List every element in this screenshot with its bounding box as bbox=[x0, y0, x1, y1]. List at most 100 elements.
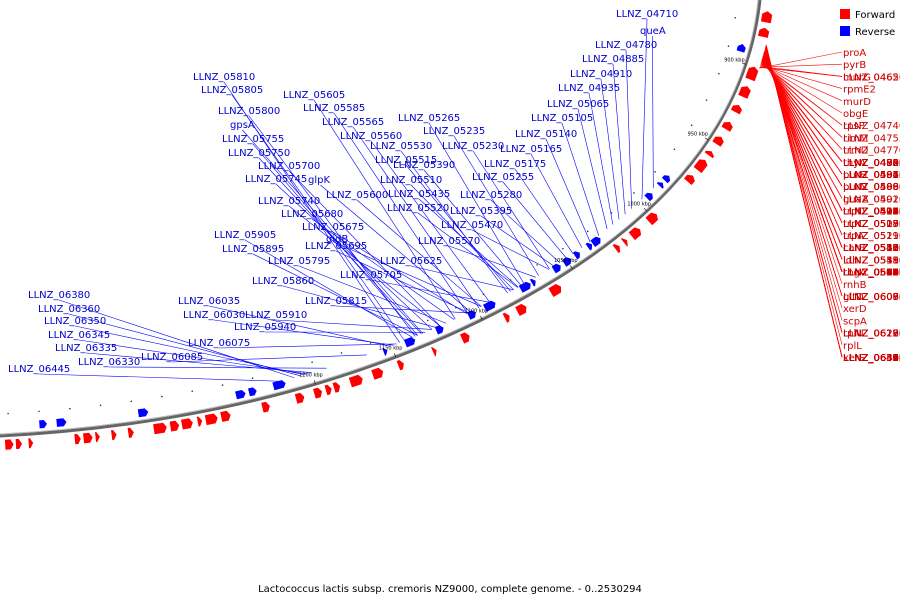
track-dot-8 bbox=[251, 377, 254, 380]
reverse-gene-label-21: LLNZ_05230 bbox=[442, 141, 504, 152]
reverse-leader-line-60 bbox=[78, 339, 308, 375]
scale-ticks: 900 kbp 950 kbp 1000 kbp 1050 kbp 1100 kbp 11… bbox=[7, 16, 746, 415]
scale-tick-1 bbox=[704, 137, 709, 141]
reverse-leader-line-29 bbox=[352, 126, 480, 308]
forward-gene-label-135: LLNZ_05660 bbox=[843, 268, 900, 279]
forward-gene-label-140: LLNZ_05665 bbox=[843, 268, 900, 279]
forward-feature-arrow-61 bbox=[758, 27, 770, 38]
reverse-leader-line-48 bbox=[244, 239, 413, 338]
reverse-leader-line-42 bbox=[288, 205, 441, 327]
reverse-leader-line-41 bbox=[356, 199, 482, 307]
forward-gene-label-31: LLNZ_04985 bbox=[843, 182, 900, 193]
scale-tick-6 bbox=[313, 380, 316, 385]
forward-gene-label-21: LLNZ_04845 bbox=[843, 158, 900, 169]
track-dot-7 bbox=[221, 384, 224, 386]
reverse-gene-label-5: LLNZ_04935 bbox=[558, 83, 620, 94]
forward-gene-label-131: LLNZ_05380 bbox=[843, 268, 900, 279]
forward-gene-label-141: LLNZ_05535 bbox=[843, 268, 900, 279]
reverse-leader-line-61 bbox=[85, 352, 312, 374]
forward-gene-label-164: scpA bbox=[843, 316, 867, 327]
reverse-gene-label-6: LLNZ_05065 bbox=[547, 99, 609, 110]
reverse-gene-label-0: LLNZ_04710 bbox=[616, 9, 678, 20]
forward-gene-label-182: LLNZ_06460 bbox=[843, 353, 900, 364]
track-dot-29 bbox=[734, 16, 736, 19]
reverse-gene-label-12: LLNZ_05280 bbox=[460, 190, 522, 201]
forward-gene-label-37: guaA bbox=[843, 194, 869, 205]
forward-gene-label-145: LLNZ_05670 bbox=[843, 268, 900, 279]
forward-gene-label-155: LLNZ_06045 bbox=[843, 268, 900, 279]
forward-gene-label-136: LLNZ_05525 bbox=[843, 268, 900, 279]
reverse-leader-line-49 bbox=[252, 253, 418, 336]
forward-gene-label-93: LLNZ_05610 bbox=[843, 268, 900, 279]
reverse-leader-line-9 bbox=[530, 153, 583, 248]
forward-gene-label-81: ldh bbox=[843, 255, 858, 266]
track-dot-17 bbox=[509, 279, 512, 281]
reverse-feature-arrow-4 bbox=[56, 418, 67, 427]
reverse-feature-arrow-60 bbox=[736, 44, 746, 53]
reverse-gene-label-51: LLNZ_06035 bbox=[178, 296, 240, 307]
forward-gene-label-80: LLNZ_05190 bbox=[843, 255, 900, 266]
forward-gene-label-30: LLNZ_05060 bbox=[843, 182, 900, 193]
forward-gene-label-125: LLNZ_05370 bbox=[843, 268, 900, 279]
reverse-leader-line-45 bbox=[335, 250, 469, 314]
forward-gene-label-175: LLNZ_06325 bbox=[843, 353, 900, 364]
track-dot-28 bbox=[727, 45, 730, 47]
reverse-leader-line-59 bbox=[74, 325, 305, 376]
forward-gene-label-84: LLNZ_05455 bbox=[843, 268, 900, 279]
forward-gene-label-159: LLNZ_06070 bbox=[843, 292, 900, 303]
forward-gene-label-168: LLNZ_06265 bbox=[843, 329, 900, 340]
forward-gene-label-46: LLNZ_05150 bbox=[843, 207, 900, 218]
track-dot-21 bbox=[610, 211, 613, 214]
forward-gene-label-174: LLNZ_06310 bbox=[843, 353, 900, 364]
reverse-gene-label-60: LLNZ_06345 bbox=[48, 330, 110, 341]
forward-gene-label-121: LLNZ_05830 bbox=[843, 268, 900, 279]
reverse-leader-line-20 bbox=[453, 135, 539, 276]
reverse-leader-line-44 bbox=[332, 231, 468, 314]
reverse-gene-label-22: LLNZ_05390 bbox=[393, 160, 455, 171]
reverse-gene-label-56: LLNZ_06085 bbox=[141, 352, 203, 363]
forward-gene-label-132: LLNZ_05945 bbox=[843, 268, 900, 279]
reverse-leader-line-51 bbox=[208, 305, 391, 347]
reverse-feature-arrow-29 bbox=[403, 337, 416, 348]
reverse-leader-line-26 bbox=[405, 164, 511, 292]
forward-feature-arrow-55 bbox=[712, 136, 724, 147]
reverse-leader-line-11 bbox=[502, 181, 567, 259]
forward-feature-arrow-6 bbox=[83, 432, 93, 444]
forward-gene-label-124: LLNZ_05500 bbox=[843, 268, 900, 279]
forward-feature-arrow-21 bbox=[294, 392, 305, 404]
forward-gene-label-127: LLNZ_05835 bbox=[843, 268, 900, 279]
reverse-leader-line-19 bbox=[428, 122, 525, 285]
forward-feature-arrow-8 bbox=[111, 430, 117, 441]
forward-gene-label-78: LLNZ_05450 bbox=[843, 255, 900, 266]
forward-gene-label-167: LLNZ_06235 bbox=[843, 329, 900, 340]
forward-gene-label-146: LLNZ_05540 bbox=[843, 268, 900, 279]
reverse-gene-label-18: LLNZ_05815 bbox=[305, 296, 367, 307]
forward-feature-arrow-57 bbox=[730, 105, 742, 115]
forward-gene-label-185: LLNZ_06500 bbox=[843, 353, 900, 364]
scale-tick-label-3: 1050 kbp bbox=[554, 258, 578, 264]
scale-tick-label-1: 950 kbp bbox=[688, 132, 708, 138]
reverse-feature-arrow-10 bbox=[137, 408, 149, 418]
forward-gene-label-91: LLNZ_05210 bbox=[843, 268, 900, 279]
forward-gene-label-126: LLNZ_05935 bbox=[843, 268, 900, 279]
forward-feature-arrow-46 bbox=[620, 238, 628, 247]
forward-feature-arrow-30 bbox=[431, 346, 437, 357]
reverse-leader-line-22 bbox=[423, 169, 522, 286]
forward-gene-label-107: LLNZ_05630 bbox=[843, 268, 900, 279]
forward-gene-label-23: LLNZ_05015 bbox=[843, 170, 900, 181]
reverse-gene-label-34: LLNZ_05800 bbox=[218, 106, 280, 117]
forward-gene-label-38: LLNZ_05125 bbox=[843, 207, 900, 218]
reverse-feature-arrow-33 bbox=[466, 310, 476, 320]
forward-gene-label-178: LLNZ_06370 bbox=[843, 353, 900, 364]
legend-swatch-reverse bbox=[840, 26, 850, 36]
reverse-leader-line-43 bbox=[311, 218, 455, 320]
forward-gene-label-147: LLNZ_05405 bbox=[843, 268, 900, 279]
forward-gene-label-20: LLNZ_04925 bbox=[843, 158, 900, 169]
forward-gene-label-77: LLNZ_05580 bbox=[843, 255, 900, 266]
forward-feature-arrow-32 bbox=[460, 332, 470, 344]
reverse-gene-label-30: LLNZ_05585 bbox=[303, 103, 365, 114]
forward-feature-arrow-62 bbox=[760, 11, 773, 24]
track-dot-15 bbox=[455, 306, 457, 309]
forward-gene-label-156: rbgA bbox=[843, 268, 867, 279]
forward-gene-label-122: LLNZ_05775 bbox=[843, 268, 900, 279]
